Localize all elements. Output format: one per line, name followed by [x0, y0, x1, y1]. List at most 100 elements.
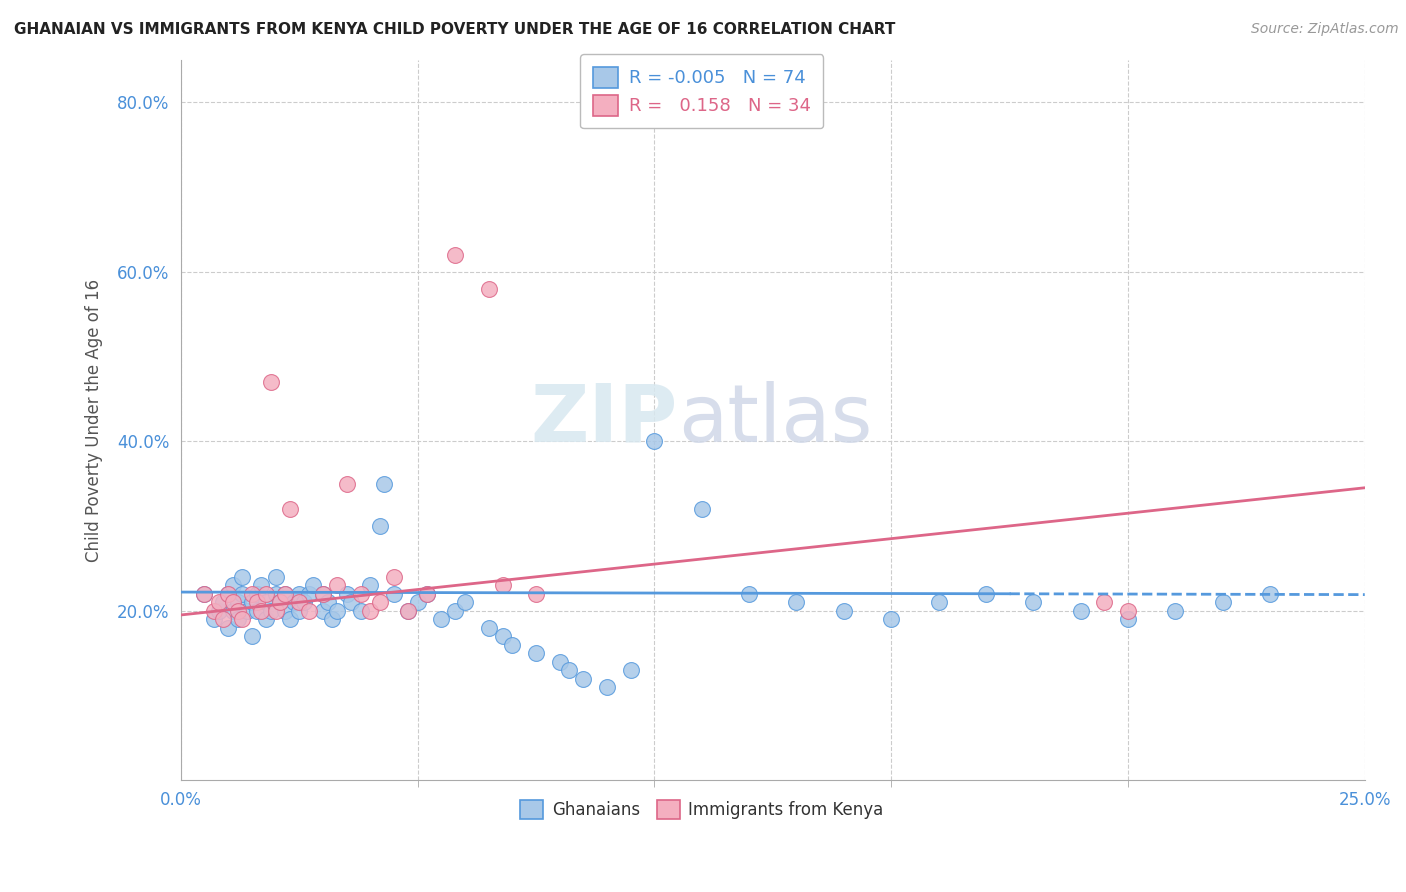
Point — [359, 578, 381, 592]
Point — [368, 519, 391, 533]
Point — [406, 595, 429, 609]
Point — [217, 621, 239, 635]
Point — [250, 578, 273, 592]
Point — [283, 595, 305, 609]
Point — [974, 587, 997, 601]
Point — [274, 587, 297, 601]
Point — [326, 604, 349, 618]
Point — [316, 595, 339, 609]
Point — [212, 595, 235, 609]
Point — [620, 663, 643, 677]
Point — [231, 587, 253, 601]
Point — [217, 587, 239, 601]
Point — [274, 587, 297, 601]
Point — [368, 595, 391, 609]
Point — [416, 587, 439, 601]
Point — [524, 587, 547, 601]
Point — [226, 604, 249, 618]
Text: atlas: atlas — [678, 381, 873, 459]
Point — [193, 587, 215, 601]
Point — [1092, 595, 1115, 609]
Point — [340, 595, 363, 609]
Point — [1022, 595, 1045, 609]
Point — [1070, 604, 1092, 618]
Y-axis label: Child Poverty Under the Age of 16: Child Poverty Under the Age of 16 — [86, 278, 103, 561]
Point — [231, 612, 253, 626]
Point — [1116, 604, 1139, 618]
Point — [359, 604, 381, 618]
Point — [298, 587, 321, 601]
Point — [492, 629, 515, 643]
Point — [524, 646, 547, 660]
Point — [240, 595, 263, 609]
Point — [231, 570, 253, 584]
Point — [264, 587, 287, 601]
Point — [335, 476, 357, 491]
Point — [274, 604, 297, 618]
Point — [202, 604, 225, 618]
Point — [1116, 612, 1139, 626]
Point — [222, 595, 245, 609]
Point — [572, 672, 595, 686]
Point — [245, 604, 267, 618]
Point — [738, 587, 761, 601]
Point — [880, 612, 903, 626]
Point — [288, 604, 311, 618]
Text: Source: ZipAtlas.com: Source: ZipAtlas.com — [1251, 22, 1399, 37]
Point — [292, 595, 315, 609]
Point — [430, 612, 453, 626]
Point — [832, 604, 855, 618]
Point — [454, 595, 477, 609]
Point — [222, 578, 245, 592]
Legend: Ghanaians, Immigrants from Kenya: Ghanaians, Immigrants from Kenya — [513, 794, 890, 826]
Point — [312, 587, 335, 601]
Point — [396, 604, 419, 618]
Point — [1258, 587, 1281, 601]
Point — [416, 587, 439, 601]
Point — [335, 587, 357, 601]
Point — [444, 247, 467, 261]
Point — [396, 604, 419, 618]
Point — [193, 587, 215, 601]
Point — [202, 612, 225, 626]
Point — [288, 595, 311, 609]
Point — [240, 587, 263, 601]
Point — [501, 638, 523, 652]
Point — [643, 434, 665, 449]
Point — [217, 587, 239, 601]
Point — [208, 595, 231, 609]
Text: GHANAIAN VS IMMIGRANTS FROM KENYA CHILD POVERTY UNDER THE AGE OF 16 CORRELATION : GHANAIAN VS IMMIGRANTS FROM KENYA CHILD … — [14, 22, 896, 37]
Point — [1164, 604, 1187, 618]
Point — [288, 587, 311, 601]
Point — [478, 621, 501, 635]
Point — [278, 612, 301, 626]
Point — [382, 570, 405, 584]
Point — [222, 604, 245, 618]
Point — [478, 281, 501, 295]
Point — [245, 587, 267, 601]
Point — [245, 595, 267, 609]
Point — [208, 604, 231, 618]
Point — [350, 587, 373, 601]
Point — [254, 612, 277, 626]
Point — [264, 604, 287, 618]
Point — [240, 629, 263, 643]
Point — [298, 604, 321, 618]
Point — [226, 595, 249, 609]
Point — [350, 604, 373, 618]
Point — [226, 612, 249, 626]
Point — [321, 612, 343, 626]
Point — [269, 595, 291, 609]
Point — [382, 587, 405, 601]
Point — [558, 663, 581, 677]
Point — [264, 570, 287, 584]
Point — [326, 578, 349, 592]
Point — [260, 604, 283, 618]
Point — [254, 587, 277, 601]
Point — [312, 604, 335, 618]
Point — [236, 604, 259, 618]
Point — [212, 612, 235, 626]
Point — [1212, 595, 1234, 609]
Point — [690, 502, 713, 516]
Point — [278, 502, 301, 516]
